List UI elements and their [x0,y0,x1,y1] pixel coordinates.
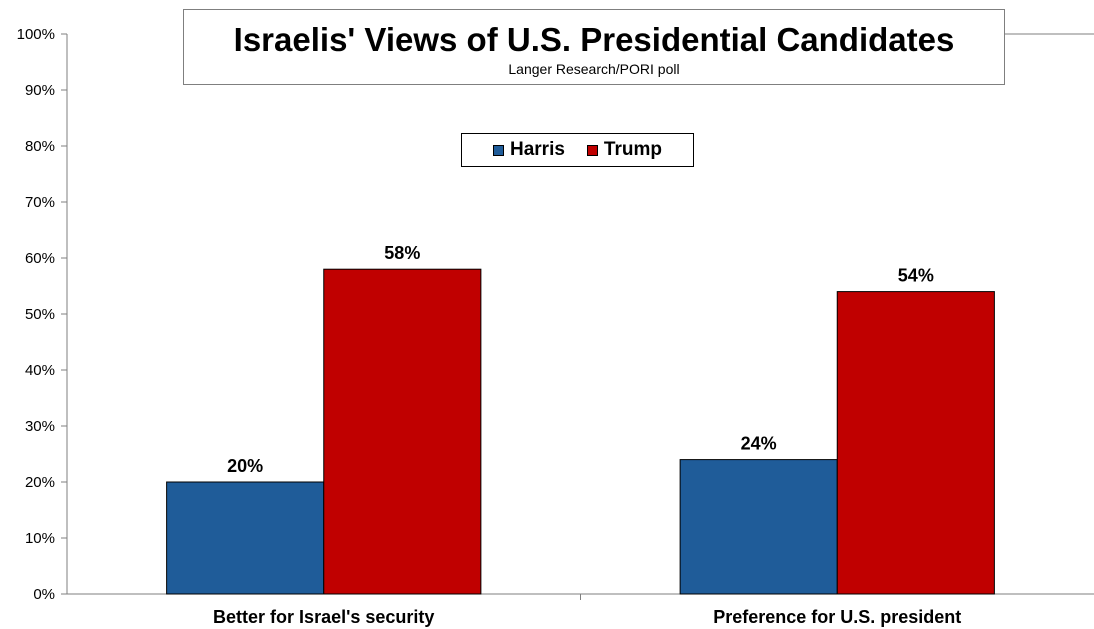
legend-label-trump: Trump [603,139,662,160]
x-category-label: Better for Israel's security [213,607,434,627]
y-tick-label: 30% [25,418,55,435]
data-label: 24% [741,434,777,454]
chart-title: Israelis' Views of U.S. Presidential Can… [233,21,955,58]
bar-harris [679,459,838,595]
legend-item-harris: Harris [493,139,565,161]
y-tick-label: 10% [25,530,55,547]
bar-harris [166,481,325,595]
y-tick-label: 60% [25,250,55,267]
y-tick-label: 0% [33,586,55,603]
y-tick-label: 80% [25,138,55,155]
data-label: 58% [384,243,420,263]
data-label: 54% [898,266,934,286]
y-tick-label: 100% [17,26,55,43]
bar-trump [836,291,995,595]
bar-trump [323,268,482,595]
y-tick-label: 70% [25,194,55,211]
x-category-label: Preference for U.S. president [713,607,961,627]
legend-item-trump: Trump [586,139,662,161]
title-box: Israelis' Views of U.S. Presidential Can… [183,9,1005,85]
legend-label-harris: Harris [510,139,565,160]
y-tick-label: 90% [25,82,55,99]
chart-subtitle: Langer Research/PORI poll [508,61,680,77]
y-tick-label: 40% [25,362,55,379]
legend-swatch-trump [586,144,598,156]
y-tick-label: 50% [25,306,55,323]
data-label: 20% [227,456,263,476]
y-tick-label: 20% [25,474,55,491]
legend: Harris Trump [461,133,694,167]
legend-swatch-harris [493,144,504,156]
